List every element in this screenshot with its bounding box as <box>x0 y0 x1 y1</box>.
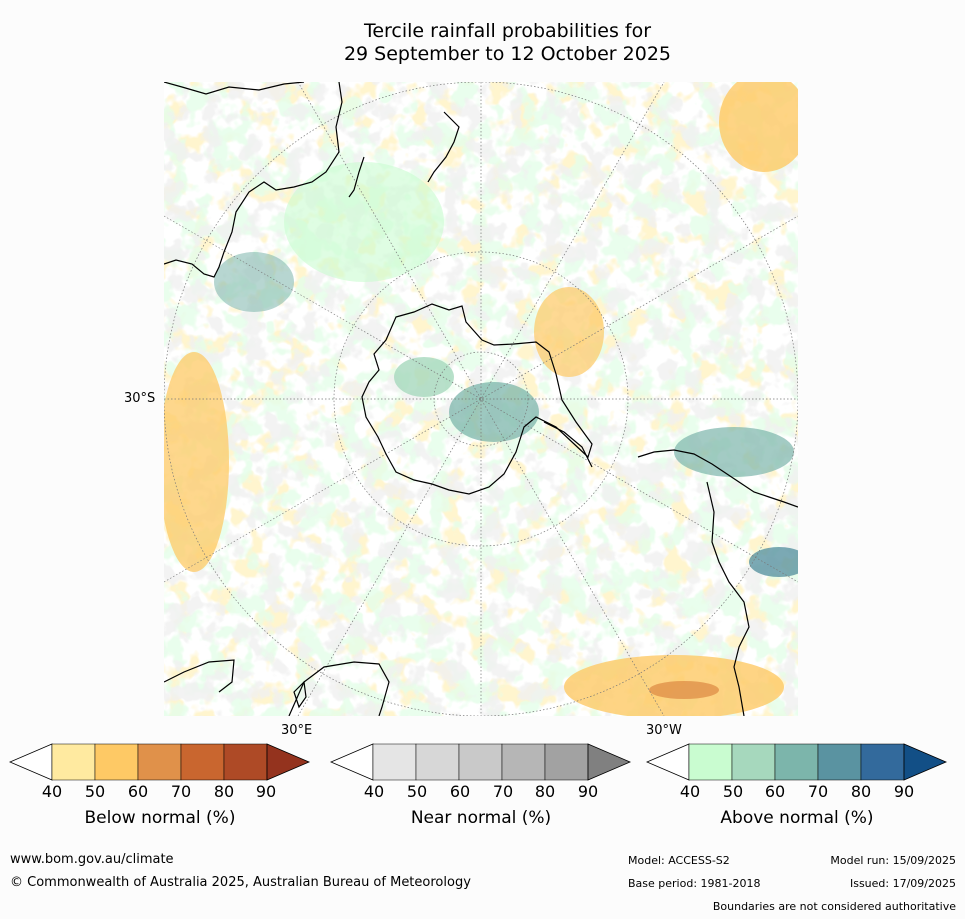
region-below-south-core <box>649 681 719 699</box>
colorbar-near-tick: 50 <box>406 782 428 801</box>
lat-label-30S: 30°S <box>124 391 156 406</box>
colorbar-below-extension-low <box>8 743 53 781</box>
colorbar-below-segment <box>137 743 182 781</box>
colorbar-above-title: Above normal (%) <box>720 808 874 828</box>
colorbar-below-segment <box>94 743 139 781</box>
region-below-centre <box>534 287 604 377</box>
footer-copyright: © Commonwealth of Australia 2025, Austra… <box>10 875 471 890</box>
colorbar-near-segment <box>415 743 460 781</box>
madagascar-coast <box>293 680 307 709</box>
region-above-antarctic <box>394 357 454 397</box>
meridian-30 <box>164 215 798 583</box>
footer-model: Model: ACCESS-S2 <box>628 854 730 867</box>
australia-coast <box>164 82 343 278</box>
probability-regions <box>164 82 798 716</box>
footer-url: www.bom.gov.au/climate <box>10 852 174 867</box>
colorbar-near-title: Near normal (%) <box>410 808 552 828</box>
colorbar-above-tick: 70 <box>807 782 829 801</box>
colorbar-above-extension-high <box>903 743 948 781</box>
lon-label-30W: 30°W <box>646 723 682 738</box>
region-above-drake <box>674 427 794 477</box>
meridian-60 <box>297 82 665 716</box>
colorbar-below-tick: 60 <box>127 782 149 801</box>
colorbar-above-segment <box>860 743 905 781</box>
colorbar-below-tick: 70 <box>170 782 192 801</box>
footer-base-period: Base period: 1981-2018 <box>628 877 761 890</box>
colorbar-below-tick: 80 <box>213 782 235 801</box>
colorbar-below <box>8 743 311 781</box>
colorbar-near-extension-high <box>587 743 632 781</box>
graticule <box>164 82 798 716</box>
africa-coast <box>164 659 390 716</box>
colorbar-below-tick: 50 <box>84 782 106 801</box>
map-svg <box>164 82 798 716</box>
colorbar-above-extension-low <box>645 743 690 781</box>
footer-model-run: Model run: 15/09/2025 <box>830 854 956 867</box>
colorbar-above-tick: 40 <box>679 782 701 801</box>
latitude-circle-middle <box>333 251 629 547</box>
coastlines <box>164 82 798 716</box>
colorbar-near-tick: 40 <box>363 782 385 801</box>
colorbar-near-segments <box>329 743 632 781</box>
colorbar-above-tick: 60 <box>764 782 786 801</box>
colorbar-near-tick: 60 <box>449 782 471 801</box>
colorbar-below-tick: 90 <box>255 782 277 801</box>
colorbar-below-segment <box>223 743 268 781</box>
colorbar-above <box>645 743 948 781</box>
antarctica-coast <box>361 303 593 495</box>
colorbar-near-tick: 90 <box>577 782 599 801</box>
title-line-2: 29 September to 12 October 2025 <box>343 43 672 65</box>
colorbar-above-segment <box>731 743 776 781</box>
colorbar-above-segment <box>774 743 819 781</box>
meridian-150 <box>164 215 798 583</box>
region-below-northeast <box>719 82 798 172</box>
antarctic-peninsula-coast <box>543 421 593 468</box>
region-above-pole <box>449 382 539 442</box>
region-above-nz <box>284 162 444 282</box>
colorbar-above-segment <box>688 743 733 781</box>
map-title: Tercile rainfall probabilities for 29 Se… <box>0 20 965 66</box>
colorbar-above-tick: 50 <box>722 782 744 801</box>
colorbar-near-segment <box>544 743 589 781</box>
footer-boundaries: Boundaries are not considered authoritat… <box>712 900 956 913</box>
region-above-australia <box>214 252 294 312</box>
new-zealand-coast <box>348 111 460 198</box>
colorbar-below-segments <box>8 743 311 781</box>
south-america-coast <box>637 449 798 716</box>
colorbar-above-tick: 80 <box>850 782 872 801</box>
probability-map <box>164 82 798 716</box>
colorbar-near-tick: 70 <box>492 782 514 801</box>
colorbar-near <box>329 743 632 781</box>
colorbar-near-segment <box>501 743 546 781</box>
region-above-southamerica <box>749 547 798 577</box>
region-below-west <box>164 352 229 572</box>
colorbar-near-segment <box>458 743 503 781</box>
colorbar-above-segment <box>817 743 862 781</box>
colorbar-above-segments <box>645 743 948 781</box>
colorbar-below-tick: 40 <box>41 782 63 801</box>
colorbar-near-extension-low <box>329 743 374 781</box>
meridian-120 <box>297 82 665 716</box>
lon-label-30E: 30°E <box>281 723 313 738</box>
colorbar-below-title: Below normal (%) <box>84 808 236 828</box>
colorbar-below-segment <box>51 743 96 781</box>
colorbar-above-tick: 90 <box>893 782 915 801</box>
colorbar-below-extension-high <box>266 743 311 781</box>
colorbar-below-segment <box>180 743 225 781</box>
colorbar-near-tick: 80 <box>534 782 556 801</box>
footer-issued: Issued: 17/09/2025 <box>849 877 956 890</box>
title-line-1: Tercile rainfall probabilities for <box>363 20 652 42</box>
colorbar-near-segment <box>372 743 417 781</box>
